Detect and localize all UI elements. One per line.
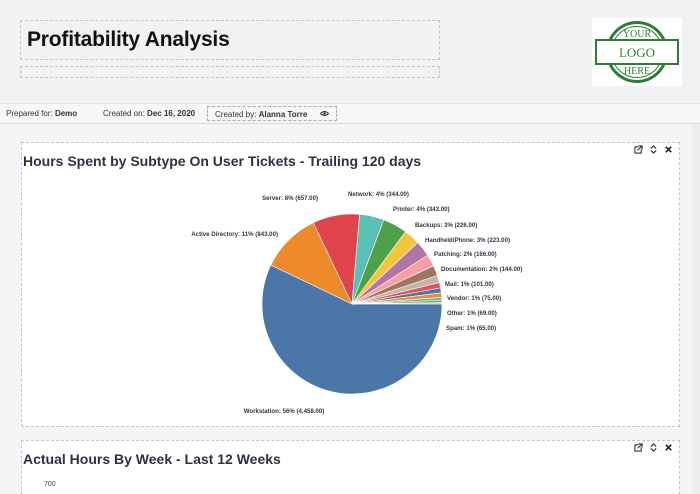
pie-data-label: Vendor: 1% (75.00)	[447, 295, 501, 302]
created-on-value: Dec 16, 2020	[147, 109, 196, 118]
pie-data-label: Other: 1% (69.00)	[447, 310, 497, 317]
panel-tools	[634, 442, 673, 453]
weekly-hours-panel: Actual Hours By Week - Last 12 Weeks 700	[21, 440, 680, 494]
sort-arrows-icon[interactable]	[649, 145, 658, 154]
sort-arrows-icon[interactable]	[649, 443, 658, 452]
created-by-label: Created by:	[215, 110, 257, 119]
external-link-icon[interactable]	[634, 145, 643, 154]
panel-title: Actual Hours By Week - Last 12 Weeks	[23, 451, 281, 467]
close-icon[interactable]	[664, 145, 673, 154]
close-icon[interactable]	[664, 443, 673, 452]
prepared-for-value: Demo	[54, 109, 78, 118]
scrollbar[interactable]	[692, 124, 700, 494]
pie-data-label: Server: 8% (657.00)	[262, 195, 318, 202]
svg-text:LOGO: LOGO	[619, 45, 655, 60]
pie-data-label: Network: 4% (344.00)	[348, 191, 409, 198]
pie-slice[interactable]	[351, 302, 443, 305]
prepared-for: Prepared for: Demo	[6, 109, 77, 118]
pie-data-label: Active Directory: 11% (843.00)	[191, 231, 278, 238]
eye-icon[interactable]	[320, 110, 329, 117]
pie-data-label: Documentation: 2% (144.00)	[441, 266, 522, 273]
pie-data-label: Mail: 1% (101.00)	[445, 281, 494, 288]
pie-chart: Workstation: 56% (4,458.00) Active Direct…	[191, 191, 522, 415]
pie-data-label: Spam: 1% (65.00)	[446, 325, 496, 332]
page-title: Profitability Analysis	[27, 28, 230, 51]
created-on-label: Created on:	[103, 109, 145, 118]
company-logo: YOUR LOGO HERE	[592, 18, 682, 86]
report-header: Profitability Analysis YOUR LOGO HERE	[0, 0, 700, 104]
svg-text:HERE: HERE	[624, 66, 650, 77]
subtitle-box[interactable]	[20, 66, 440, 78]
y-axis-tick: 700	[44, 481, 56, 488]
svg-text:YOUR: YOUR	[623, 29, 652, 40]
panel-title: Hours Spent by Subtype On User Tickets -…	[23, 153, 422, 169]
pie-data-label: Printer: 4% (343.00)	[393, 206, 450, 213]
pie-data-label: Workstation: 56% (4,458.00)	[244, 408, 325, 415]
pie-chart-panel: Workstation: 56% (4,458.00) Active Direct…	[21, 142, 680, 427]
panel-tools	[634, 144, 673, 155]
logo-seal: YOUR LOGO HERE	[595, 21, 679, 83]
pie-data-label: Backups: 3% (226.00)	[415, 222, 477, 229]
created-on: Created on: Dec 16, 2020	[103, 109, 195, 118]
pie-data-label: Patching: 2% (166.00)	[434, 251, 497, 258]
created-by-value: Alanna Torre	[258, 110, 308, 119]
created-by[interactable]: Created by: Alanna Torre	[207, 106, 337, 121]
pie-data-label: Handheld/Phone: 3% (223.00)	[425, 237, 510, 244]
prepared-for-label: Prepared for:	[6, 109, 53, 118]
title-box[interactable]: Profitability Analysis	[20, 20, 440, 60]
external-link-icon[interactable]	[634, 443, 643, 452]
report-meta-bar: Prepared for: Demo Created on: Dec 16, 2…	[0, 104, 700, 124]
pie-slice-workstation[interactable]	[261, 264, 443, 395]
